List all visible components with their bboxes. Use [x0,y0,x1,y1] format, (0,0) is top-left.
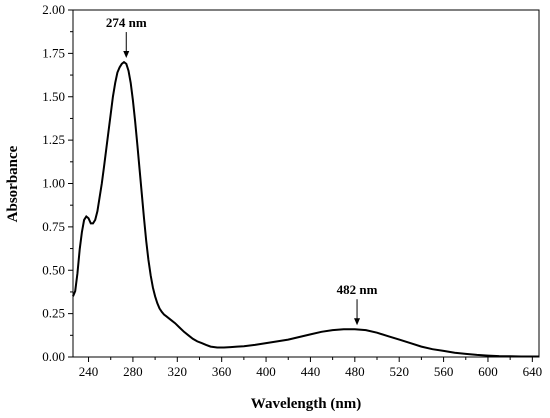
y-tick-label: 2.00 [42,2,65,17]
x-tick-label: 440 [301,364,321,379]
y-axis-ticks: 0.00 0.25 0.50 0.75 1.00 1.25 1.50 1.75 2.00 [42,2,73,364]
y-tick-label: 0.50 [42,262,65,277]
y-tick-label: 1.25 [42,132,65,147]
peak-annotations: 274 nm 482 nm [106,15,378,326]
peak-annotation-label: 482 nm [337,282,378,297]
x-tick-label: 240 [79,364,99,379]
y-tick-label: 1.75 [42,45,65,60]
x-tick-label: 400 [256,364,276,379]
x-tick-label: 320 [168,364,188,379]
y-tick-label: 0.25 [42,306,65,321]
y-tick-label: 1.00 [42,176,65,191]
plot-frame [72,9,540,358]
x-tick-label: 280 [123,364,143,379]
peak-annotation-label: 274 nm [106,15,147,30]
x-tick-label: 560 [434,364,454,379]
y-tick-label: 1.50 [42,89,65,104]
y-tick-label: 0.00 [42,349,65,364]
x-axis-label: Wavelength (nm) [251,396,361,412]
x-tick-label: 360 [212,364,232,379]
x-axis-ticks: 240 280 320 360 400 440 480 520 560 600 640 [79,357,542,379]
annotation-arrow-head [123,51,130,59]
y-tick-label: 0.75 [42,219,65,234]
x-tick-label: 600 [478,364,498,379]
y-axis-label: Absorbance [5,145,21,222]
x-tick-label: 480 [345,364,365,379]
x-tick-label: 640 [523,364,543,379]
annotation-arrow-head [354,318,361,326]
absorbance-series-line [72,60,539,358]
x-tick-label: 520 [389,364,409,379]
